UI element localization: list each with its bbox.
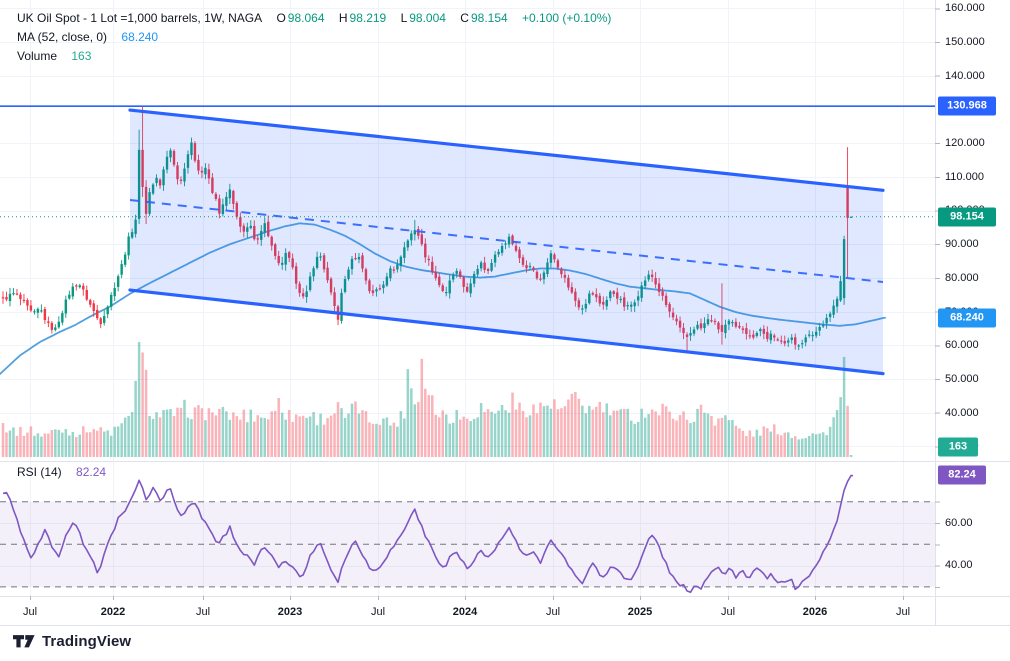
- tradingview-logo-text: TradingView: [42, 633, 132, 650]
- rsi-legend-row[interactable]: RSI (14) 82.24: [17, 465, 108, 479]
- time-axis-label: Jul: [720, 606, 736, 618]
- price-tick-label: 40.000: [945, 407, 979, 419]
- price-tick-label: 50.000: [945, 373, 979, 385]
- price-tick-label: 80.000: [945, 272, 979, 284]
- price-tick-label: 110.000: [945, 171, 984, 183]
- symbol-legend-row[interactable]: UK Oil Spot - 1 Lot =1,000 barrels, 1W, …: [17, 11, 613, 25]
- hline-price-badge: 130.968: [938, 96, 996, 116]
- ma-legend-row[interactable]: MA (52, close, 0) 68.240: [17, 30, 160, 44]
- time-axis-label: 2026: [802, 606, 828, 618]
- time-axis-label: Jul: [895, 606, 911, 618]
- change-value: +0.100 (+0.10%): [522, 11, 612, 25]
- time-axis-label: 2024: [452, 606, 478, 618]
- low-value: 98.004: [409, 11, 446, 25]
- price-tick-label: 120.000: [945, 137, 985, 149]
- rsi-value-badge: 82.24: [938, 465, 986, 485]
- time-axis-label: 2023: [277, 606, 303, 618]
- time-axis-label: Jul: [545, 606, 561, 618]
- price-tick-label: 150.000: [945, 36, 985, 48]
- ma-value: 68.240: [121, 30, 159, 44]
- rsi-tick-label: 40.00: [945, 559, 973, 571]
- volume-value-badge: 163: [938, 437, 978, 457]
- price-tick-label: 60.000: [945, 339, 979, 351]
- high-value: 98.219: [349, 11, 387, 25]
- tradingview-logo-icon: [13, 635, 35, 648]
- tradingview-logo[interactable]: TradingView: [13, 633, 131, 650]
- price-tick-label: 140.000: [945, 70, 985, 82]
- price-tick-label: 90.000: [945, 238, 979, 250]
- volume-legend-row[interactable]: Volume 163: [17, 49, 93, 63]
- symbol-title: UK Oil Spot - 1 Lot =1,000 barrels, 1W, …: [17, 11, 263, 25]
- rsi-tick-label: 60.00: [945, 517, 973, 529]
- time-axis-label: Jul: [22, 606, 38, 618]
- time-axis-label: Jul: [195, 606, 211, 618]
- high-key: H: [338, 11, 348, 25]
- ma-label: MA (52, close, 0): [17, 30, 108, 44]
- rsi-label: RSI (14): [17, 465, 62, 479]
- time-axis-label: Jul: [370, 606, 386, 618]
- price-tick-label: 160.000: [945, 2, 985, 14]
- rsi-value: 82.24: [76, 465, 107, 479]
- time-axis-label: 2022: [100, 606, 126, 618]
- time-axis-label: 2025: [627, 606, 653, 618]
- open-key: O: [276, 11, 286, 25]
- volume-label: Volume: [17, 49, 58, 63]
- last-price-badge: 98.154: [938, 207, 996, 227]
- close-value: 98.154: [470, 11, 508, 25]
- low-key: L: [400, 11, 408, 25]
- open-value: 98.064: [287, 11, 325, 25]
- close-key: C: [460, 11, 469, 25]
- ma-value-badge: 68.240: [938, 308, 996, 328]
- volume-value: 163: [71, 49, 92, 63]
